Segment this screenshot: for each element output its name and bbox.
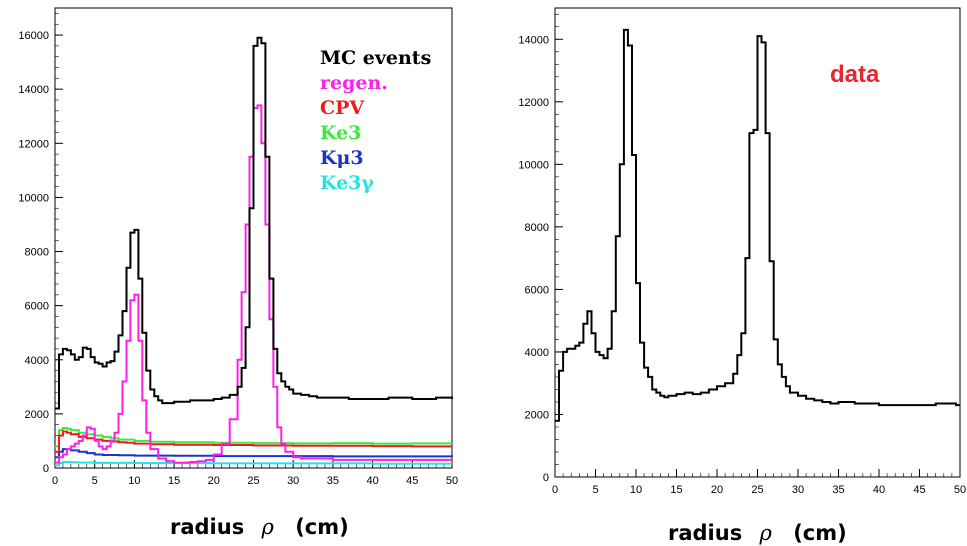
data-y-axis: 0 2000 4000 6000 8000 10000 12000 14000 <box>518 13 563 484</box>
mc-events-chart: 0 2000 4000 6000 8000 10000 12000 14000 16000 0 5… <box>18 7 458 539</box>
mc-legend-entry: regen. <box>320 72 388 94</box>
data-x-axis-label: radius ρ (cm) <box>668 521 847 545</box>
mc-y-tick-label: 0 <box>43 463 49 475</box>
mc-y-tick-label: 14000 <box>18 84 49 96</box>
data-x-tick-label: 25 <box>751 484 763 496</box>
mc-x-axis-label-text: radius <box>170 515 244 539</box>
data-x-tick-label: 35 <box>832 484 844 496</box>
data-x-axis-label-unit: (cm) <box>793 521 847 545</box>
data-x-tick-label: 40 <box>873 484 885 496</box>
data-y-tick-label: 14000 <box>518 34 549 46</box>
data-x-tick-label: 10 <box>630 484 642 496</box>
mc-y-tick-label: 16000 <box>18 30 49 42</box>
data-y-tick-label: 8000 <box>525 222 549 234</box>
mc-x-axis-label: radius ρ (cm) <box>170 515 349 539</box>
data-y-tick-label: 12000 <box>518 97 549 109</box>
data-series-data <box>555 28 960 422</box>
mc-y-tick-label: 10000 <box>18 192 49 204</box>
data-y-tick-label: 6000 <box>525 284 549 296</box>
data-annotation: data <box>830 61 880 88</box>
data-series-group <box>555 28 960 422</box>
data-x-tick-label: 15 <box>670 484 682 496</box>
mc-x-tick-label: 35 <box>327 475 339 487</box>
data-x-tick-label: 5 <box>592 484 598 496</box>
data-x-tick-label: 30 <box>792 484 804 496</box>
mc-series-ke3 <box>55 427 453 448</box>
mc-series-group <box>55 36 453 467</box>
mc-x-tick-label: 0 <box>52 475 58 487</box>
mc-x-axis-label-symbol: ρ <box>261 515 275 539</box>
data-x-axis: 0 5 10 15 20 25 30 35 40 45 50 <box>552 469 966 496</box>
mc-series-ke3g <box>55 461 452 467</box>
mc-y-tick-label: 12000 <box>18 138 49 150</box>
data-x-tick-label: 50 <box>954 484 966 496</box>
data-x-axis-label-symbol: ρ <box>759 521 773 545</box>
mc-y-tick-label: 2000 <box>25 409 49 421</box>
mc-x-axis-label-unit: (cm) <box>295 515 349 539</box>
data-chart: 0 2000 4000 6000 8000 10000 12000 14000 0 5 10 15 2… <box>518 7 966 545</box>
mc-series-mc <box>55 36 453 410</box>
mc-legend-entry: MC events <box>320 47 431 69</box>
data-x-tick-label: 20 <box>711 484 723 496</box>
data-x-axis-label-text: radius <box>668 521 742 545</box>
mc-legend-entry: Ke3 <box>320 122 361 144</box>
data-x-tick-label: 0 <box>552 484 558 496</box>
mc-x-axis: 0 5 10 15 20 25 30 35 40 45 50 <box>52 460 458 487</box>
mc-y-tick-label: 8000 <box>25 247 49 259</box>
data-x-tick-label: 45 <box>913 484 925 496</box>
mc-x-tick-label: 10 <box>128 475 140 487</box>
mc-x-tick-label: 5 <box>92 475 98 487</box>
data-y-tick-label: 4000 <box>525 347 549 359</box>
mc-y-tick-label: 4000 <box>25 355 49 367</box>
mc-x-tick-label: 50 <box>446 475 458 487</box>
data-y-tick-label: 10000 <box>518 159 549 171</box>
mc-legend-entry: Ke3γ <box>320 172 374 194</box>
mc-legend: MC events regen. CPV Ke3 Kμ3 Ke3γ <box>320 47 431 194</box>
mc-legend-entry: Kμ3 <box>320 147 364 169</box>
mc-y-axis: 0 2000 4000 6000 8000 10000 12000 14000 16000 <box>18 13 63 475</box>
mc-x-tick-label: 45 <box>406 475 418 487</box>
mc-series-kmu3 <box>55 448 453 459</box>
mc-x-tick-label: 15 <box>168 475 180 487</box>
mc-legend-entry: CPV <box>320 97 365 119</box>
mc-x-tick-label: 40 <box>366 475 378 487</box>
data-y-tick-label: 2000 <box>525 409 549 421</box>
mc-series-cpv <box>55 430 452 453</box>
mc-x-tick-label: 25 <box>247 475 259 487</box>
mc-x-tick-label: 20 <box>208 475 220 487</box>
mc-y-tick-label: 6000 <box>25 301 49 313</box>
data-y-tick-label: 0 <box>543 472 549 484</box>
mc-x-tick-label: 30 <box>287 475 299 487</box>
